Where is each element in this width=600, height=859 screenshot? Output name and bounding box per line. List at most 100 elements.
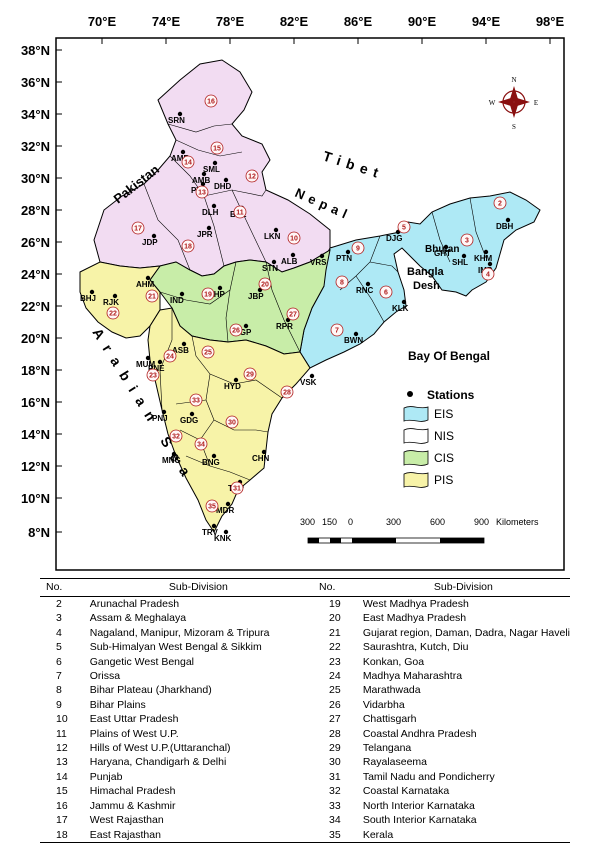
- subdivision-number-marker: [287, 231, 301, 245]
- subdivision-number: 17: [134, 226, 142, 233]
- subdivision-no-cell: 5: [56, 641, 62, 654]
- subdivision-number: 11: [236, 210, 244, 217]
- svg-text:W: W: [489, 99, 496, 107]
- subdivision-number: 13: [198, 190, 206, 197]
- subdivision-number: 9: [356, 246, 360, 253]
- legend-swatch-nis: [403, 428, 429, 444]
- station-dot-icon: [319, 253, 325, 259]
- table-row: 4 Nagaland, Manipur, Mizoram & Tripura 21 G…: [40, 626, 570, 640]
- subdivision-no-cell: 34: [329, 814, 341, 827]
- map-frame: [55, 37, 565, 571]
- station-dot-icon: [353, 331, 359, 337]
- table-row: 12 Hills of West U.P.(Uttaranchal) 29 Telan…: [40, 741, 570, 755]
- station-label: HYD: [224, 382, 241, 391]
- station-label: BHJ: [80, 294, 96, 303]
- station-dot-icon: [487, 261, 493, 267]
- subdivision-no-cell: 12: [56, 742, 68, 755]
- subdivision-name-cell: Madhya Maharashtra: [362, 670, 463, 683]
- subdivision-name-cell: East Madhya Pradesh: [362, 612, 467, 625]
- table-body: 2 Arunachal Pradesh 19 West Madhya Pradesh 3…: [40, 597, 570, 843]
- table-row: 5 Sub-Himalyan West Bengal & Sikkim 22 Saur…: [40, 640, 570, 654]
- station-label: DBH: [496, 222, 514, 231]
- subdivision-number-marker: [397, 220, 411, 234]
- subdivision-number-marker: [204, 94, 218, 108]
- station-label: JBP: [248, 292, 264, 301]
- station-dot-icon: [273, 227, 279, 233]
- subdivision-number: 34: [197, 442, 205, 449]
- subdivision-name-cell: Konkan, Goa: [362, 655, 425, 668]
- legend-swatch-cis: [403, 450, 429, 466]
- subdivision-number: 26: [232, 328, 240, 335]
- station-label: MNG: [162, 456, 181, 465]
- longitude-label: 86°E: [344, 14, 373, 29]
- subdivision-name-cell: Coastal Karnataka: [362, 785, 450, 798]
- station-dot-icon: [243, 323, 249, 329]
- latitude-label: 10°N: [21, 491, 50, 506]
- subdivision-number-marker: [146, 368, 160, 382]
- station-label: JPR: [197, 230, 213, 239]
- longitude-label: 78°E: [216, 14, 245, 29]
- station-dot-icon: [157, 359, 163, 365]
- subdivision-name-cell: East Uttar Pradesh: [89, 713, 179, 726]
- subdivision-no-cell: 33: [329, 799, 341, 812]
- svg-text:Stations: Stations: [427, 388, 475, 402]
- station-label: MUM: [136, 360, 155, 369]
- station-dot-icon: [309, 373, 315, 379]
- station-dot-icon: [179, 291, 185, 297]
- station-label: RJK: [103, 298, 119, 307]
- subdivision-number: 24: [166, 354, 174, 361]
- subdivision-number-marker: [245, 169, 259, 183]
- latitude-labels: 38°N 36°N 34°N 32°N 30°N 28°N 26°N 24°N 22°N 20°N…: [21, 43, 50, 540]
- station-label: SML: [203, 165, 220, 174]
- svg-text:Kilometers: Kilometers: [496, 517, 539, 527]
- subdivision-name-cell: Hills of West U.P.(Uttaranchal): [89, 742, 231, 755]
- subdivision-no-cell: 18: [40, 827, 84, 843]
- subdivision-name-cell: Bihar Plains: [89, 698, 146, 711]
- station-label: NGP: [234, 328, 252, 337]
- svg-text:CIS: CIS: [434, 451, 454, 465]
- subdivision-name-cell: Tamil Nadu and Pondicherry: [362, 770, 495, 783]
- station-dot-icon: [89, 289, 95, 295]
- subdivision-number-marker: [195, 185, 209, 199]
- subdivision-number-marker: [481, 267, 495, 281]
- station-dot-icon: [345, 249, 351, 255]
- subdivision-name-cell: Gujarat region, Daman, Dadra, Nagar Have…: [362, 626, 570, 639]
- subdivision-number: 3: [465, 238, 469, 245]
- subdivision-name-cell: Arunachal Pradesh: [89, 598, 180, 610]
- subdivision-no-cell: 7: [56, 670, 62, 683]
- subdivision-number-marker: [169, 429, 183, 443]
- subdivision-no-cell: 23: [329, 655, 341, 668]
- subdivision-name-cell: Chattisgarh: [362, 713, 417, 726]
- subdivision-number: 35: [208, 504, 216, 511]
- table-row: 11 Plains of West U.P. 28 Coastal Andhra Pr…: [40, 727, 570, 741]
- subdivision-number: 30: [228, 420, 236, 427]
- header-no-1: No.: [40, 578, 84, 597]
- table-row: 9 Bihar Plains 26 Vidarbha: [40, 698, 570, 712]
- desh-label: Desh: [413, 280, 440, 292]
- latitude-label: 36°N: [21, 75, 50, 90]
- station-label: DLH: [202, 208, 219, 217]
- table-row: 18 East Rajasthan 35 Kerala: [40, 827, 570, 843]
- subdivision-number-marker: [493, 196, 507, 210]
- latitude-label: 8°N: [28, 525, 50, 540]
- subdivision-name-cell: Marathwada: [362, 684, 421, 697]
- svg-text:0: 0: [348, 517, 353, 527]
- subdivision-number-marker: [201, 287, 215, 301]
- station-dot-icon: [401, 299, 407, 305]
- table-row: 16 Jammu & Kashmir 33 North Interior Karnat…: [40, 799, 570, 813]
- subdivision-number-marker: [181, 239, 195, 253]
- subdivision-numbers: 2345678910111213141516171819202122232425…: [106, 94, 507, 513]
- subdivision-no-cell: 11: [56, 727, 67, 740]
- subdivision-name-cell: Gangetic West Bengal: [89, 655, 195, 668]
- subdivision-no-cell: 8: [56, 684, 62, 697]
- subdivision-number-marker: [330, 323, 344, 337]
- subdivision-name-cell: Saurashtra, Kutch, Diu: [362, 641, 469, 654]
- station-label: STN: [262, 264, 278, 273]
- station-label: RNC: [356, 286, 374, 295]
- station-label: VSK: [300, 378, 317, 387]
- subdivision-no-cell: 29: [329, 742, 341, 755]
- compass-icon: N S E W: [489, 76, 538, 131]
- station-label: GHT: [434, 249, 451, 258]
- station-dot-icon: [151, 233, 157, 239]
- subdivision-table-wrap: No. Sub-Division No. Sub-Division 2 Aruna…: [40, 578, 570, 843]
